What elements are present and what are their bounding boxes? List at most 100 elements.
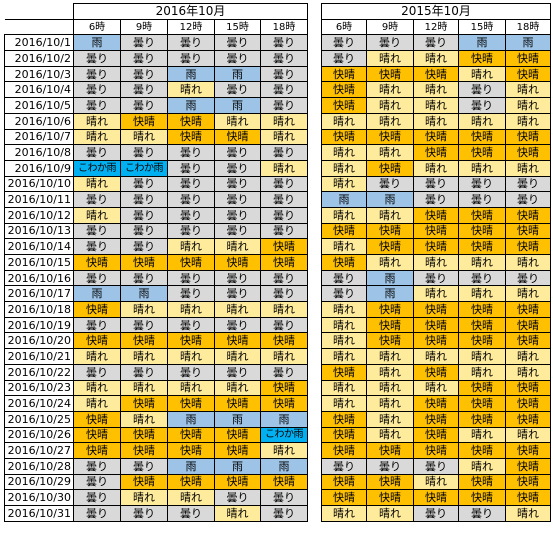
weather-cell: 晴れ [167,489,215,506]
weather-cell: 快晴 [458,473,506,491]
weather-cell: 快晴 [505,316,551,334]
weather-cell: 快晴 [458,442,506,459]
weather-cell: 曇り [458,97,506,114]
weather-cell: 快晴 [458,410,506,428]
weather-cell: 曇り [167,159,215,177]
date-cell: 2016/10/7 [4,128,74,146]
weather-cell: 晴れ [505,426,551,444]
weather-cell: 曇り [167,34,215,52]
table-row: 曇り雨晴れ 晴れ 晴れ [321,285,551,303]
weather-cell: 晴れ [321,144,367,161]
weather-cell: 曇り [413,269,459,287]
weather-cell: 曇り [73,81,121,99]
weather-cell: 快晴 [167,112,215,130]
table-row: 2016/10/18 快晴 晴れ 晴れ 晴れ 晴れ [4,301,308,318]
weather-cell: 曇り [321,34,367,52]
table-row: 2016/10/21 晴れ 晴れ 晴れ 晴れ 晴れ [4,348,308,365]
weather-cell: 晴れ [167,81,215,99]
weather-cell: 晴れ [458,285,506,303]
weather-cell: 曇り [214,34,261,52]
weather-cell: 快晴 [321,363,367,381]
weather-cell: 曇り [260,50,308,67]
weather-cell: 雨 [167,457,215,475]
weather-cell: 快晴 [366,473,414,491]
weather-cell: 快晴 [413,442,459,459]
weather-cell: 快晴 [505,489,551,506]
weather-cell: 雨 [260,410,308,428]
weather-cell: 晴れ [458,159,506,177]
weather-cell: 快晴 [120,473,168,491]
weather-cell: 晴れ [413,112,459,130]
weather-cell: 快晴 [321,410,367,428]
weather-cell: 快晴 [167,442,215,459]
weather-cell: 晴れ [505,285,551,303]
weather-cell: 快晴 [366,65,414,83]
weather-cell: 晴れ [120,301,168,318]
weather-cell: 快晴 [167,332,215,350]
weather-cell: 晴れ [458,426,506,444]
table-row: 晴れ 快晴 晴れ 晴れ 晴れ [321,159,551,177]
weather-cell: 快晴 [214,473,261,491]
weather-cell: 快晴 [458,206,506,224]
weather-cell: 快晴 [214,426,261,444]
weather-cell: 快晴 [366,238,414,255]
weather-cell: 快晴 [321,426,367,444]
weather-cell: 快晴 [73,410,121,428]
weather-cell: 快晴 [413,144,459,161]
weather-cell: 晴れ [260,442,308,459]
weather-cell: 晴れ [214,238,261,255]
weather-cell: 雨 [366,285,414,303]
table-row: 晴れ 晴れ 晴れ 晴れ 晴れ [321,112,551,130]
weather-cell: 晴れ [120,379,168,397]
weather-cell: 雨 [366,191,414,208]
table-row: 2016/10/7 晴れ 晴れ 快晴 快晴 晴れ [4,128,308,146]
date-cell: 2016/10/12 [4,206,74,224]
weather-cell: 晴れ [321,379,367,397]
weather-cell: 快晴 [167,426,215,444]
weather-cell: 快晴 [321,81,367,99]
weather-cell: 晴れ [120,348,168,365]
weather-cell: 快晴 [366,332,414,350]
weather-cell: 曇り [458,505,506,522]
date-cell: 2016/10/19 [4,316,74,334]
table-row: 曇り雨曇り 曇り 曇り [321,269,551,287]
table-row: 快晴 快晴 快晴 快晴 快晴 [321,128,551,146]
table-row: 2016/10/25 快晴 晴れ雨雨雨 [4,410,308,428]
weather-cell: 晴れ [260,301,308,318]
weather-cell: 曇り [260,363,308,381]
weather-cell: 快晴 [458,489,506,506]
weather-cell: 曇り [167,191,215,208]
weather-cell: 曇り [120,238,168,255]
weather-cell: 晴れ [321,395,367,412]
weather-cell: 曇り [260,316,308,334]
weather-cell: 快晴 [505,332,551,350]
weather-cell: 曇り [167,222,215,240]
weather-cell: 快晴 [413,301,459,318]
weather-cell: 曇り [321,269,367,287]
weather-cell: 曇り [73,489,121,506]
weather-cell: 快晴 [505,473,551,491]
weather-cell: 曇り [260,34,308,52]
weather-cell: 曇り [73,316,121,334]
weather-cell: 快晴 [260,254,308,271]
weather-cell: 晴れ [321,238,367,255]
table-row: 2016/10/29 曇り 快晴 快晴 快晴 快晴 [4,473,308,491]
weather-cell: 晴れ [458,65,506,83]
weather-cell: 曇り [260,489,308,506]
weather-cell: 快晴 [505,65,551,83]
weather-cell: 晴れ [458,254,506,271]
date-cell: 2016/10/8 [4,144,74,161]
weather-cell: 晴れ [73,175,121,193]
date-cell: 2016/10/22 [4,363,74,381]
weather-cell: 晴れ [505,81,551,99]
weather-cell: 晴れ [505,97,551,114]
weather-cell: 快晴 [505,144,551,161]
table-row: 2016/10/4 曇り 曇り 晴れ 曇り 曇り [4,81,308,99]
weather-cell: 快晴 [366,316,414,334]
weather-cell: 雨 [321,191,367,208]
table-row: 快晴 晴れ 快晴 快晴 快晴 [321,410,551,428]
weather-cell: 快晴 [505,379,551,397]
table-row: 晴れ 快晴 快晴 快晴 快晴 [321,332,551,350]
weather-cell: 曇り [214,191,261,208]
weather-cell: 曇り [73,238,121,255]
